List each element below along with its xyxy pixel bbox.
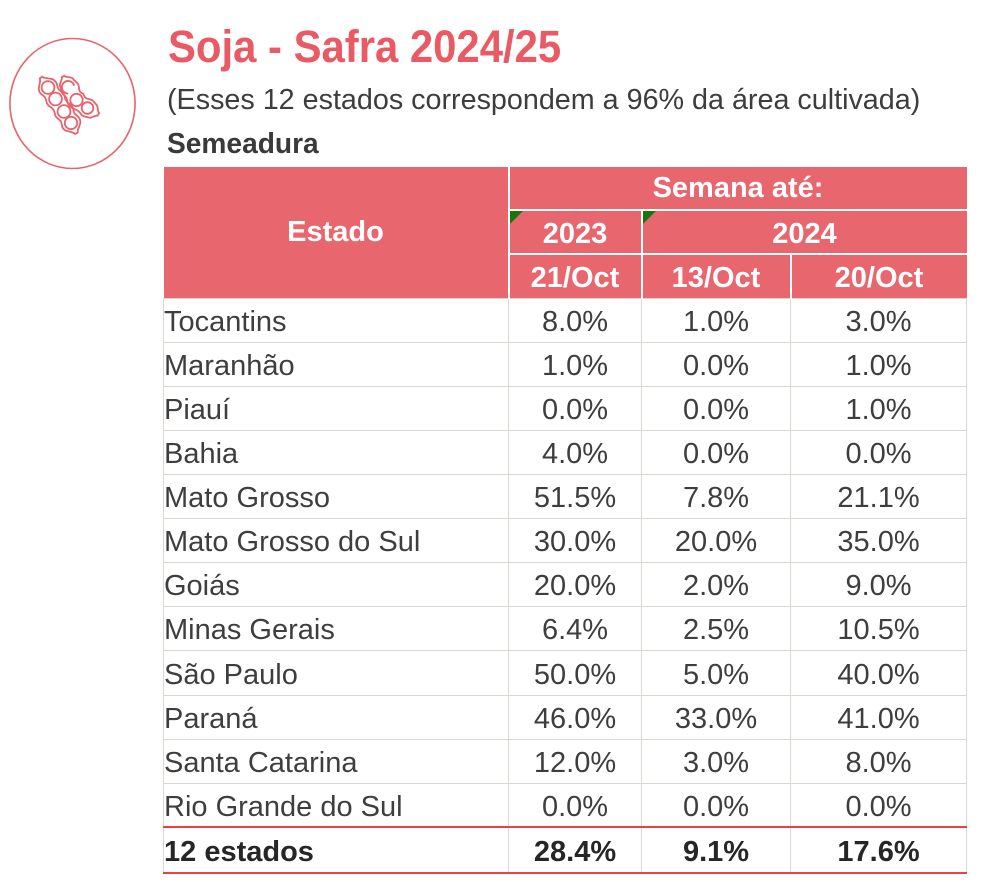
- estado-cell: Mato Grosso do Sul: [163, 517, 509, 563]
- value-cell: 50.0%: [508, 649, 642, 696]
- value-cell: 3.0%: [789, 297, 968, 343]
- estado-cell: Bahia: [163, 429, 509, 475]
- estado-cell: São Paulo: [163, 649, 509, 696]
- value-cell: 0.0%: [789, 429, 968, 475]
- total-row: 12 estados 28.4% 9.1% 17.6%: [163, 826, 968, 874]
- estado-cell: Rio Grande do Sul: [163, 782, 509, 828]
- error-triangle-icon: [642, 211, 656, 224]
- value-cell: 0.0%: [641, 385, 791, 431]
- table-row: Tocantins 8.0% 1.0% 3.0%: [163, 297, 968, 343]
- estado-cell: Mato Grosso: [163, 473, 509, 519]
- column-header-13-oct: 13/Oct: [641, 254, 792, 298]
- table-row: Mato Grosso do Sul 30.0% 20.0% 35.0%: [163, 517, 968, 563]
- value-cell: 7.8%: [641, 473, 791, 519]
- table-row: Maranhão 1.0% 0.0% 1.0%: [163, 341, 968, 387]
- value-cell: 8.0%: [508, 297, 642, 343]
- value-cell: 46.0%: [508, 694, 642, 740]
- value-cell: 51.5%: [508, 473, 642, 519]
- column-header-semana-ate: Semana até:: [508, 167, 967, 211]
- value-cell: 30.0%: [508, 517, 642, 563]
- semeadura-table: Estado Semana até: 2023 2024 21/Oct 13/O…: [163, 167, 968, 874]
- column-header-20-oct: 20/Oct: [790, 254, 967, 298]
- table-row: Santa Catarina 12.0% 3.0% 8.0%: [163, 738, 968, 784]
- table-row: Mato Grosso 51.5% 7.8% 21.1%: [163, 473, 968, 519]
- value-cell: 2.5%: [641, 605, 791, 651]
- value-cell: 0.0%: [508, 782, 642, 828]
- page-subtitle: (Esses 12 estados correspondem a 96% da …: [167, 84, 921, 116]
- value-cell: 9.0%: [789, 561, 968, 607]
- value-cell: 2.0%: [641, 561, 791, 607]
- value-cell: 20.0%: [508, 561, 642, 607]
- table-row: Minas Gerais 6.4% 2.5% 10.5%: [163, 605, 968, 651]
- total-value-cell: 28.4%: [508, 826, 642, 874]
- value-cell: 1.0%: [508, 341, 642, 387]
- value-cell: 40.0%: [789, 649, 968, 696]
- value-cell: 4.0%: [508, 429, 642, 475]
- value-cell: 1.0%: [789, 341, 968, 387]
- estado-cell: Tocantins: [163, 297, 509, 343]
- estado-cell: Santa Catarina: [163, 738, 509, 784]
- section-label-semeadura: Semeadura: [167, 128, 319, 160]
- table-row: Paraná 46.0% 33.0% 41.0%: [163, 694, 968, 740]
- value-cell: 0.0%: [789, 782, 968, 828]
- table-row: Bahia 4.0% 0.0% 0.0%: [163, 429, 968, 475]
- estado-cell: Piauí: [163, 385, 509, 431]
- soybean-pods-icon: [9, 37, 136, 170]
- total-value-cell: 17.6%: [789, 826, 968, 874]
- estado-cell: Paraná: [163, 694, 509, 740]
- column-header-2024: 2024: [641, 210, 967, 255]
- value-cell: 35.0%: [789, 517, 968, 563]
- value-cell: 0.0%: [641, 341, 791, 387]
- value-cell: 33.0%: [641, 694, 791, 740]
- value-cell: 10.5%: [789, 605, 968, 651]
- value-cell: 12.0%: [508, 738, 642, 784]
- value-cell: 20.0%: [641, 517, 791, 563]
- total-label-cell: 12 estados: [163, 826, 509, 874]
- table-row: Piauí 0.0% 0.0% 1.0%: [163, 385, 968, 431]
- total-value-cell: 9.1%: [641, 826, 791, 874]
- column-header-estado: Estado: [163, 167, 510, 298]
- value-cell: 3.0%: [641, 738, 791, 784]
- value-cell: 0.0%: [641, 782, 791, 828]
- value-cell: 1.0%: [641, 297, 791, 343]
- estado-cell: Maranhão: [163, 341, 509, 387]
- estado-cell: Minas Gerais: [163, 605, 509, 651]
- value-cell: 41.0%: [789, 694, 968, 740]
- table-row: Rio Grande do Sul 0.0% 0.0% 0.0%: [163, 782, 968, 828]
- error-triangle-icon: [509, 211, 523, 224]
- value-cell: 0.0%: [641, 429, 791, 475]
- page-title: Soja - Safra 2024/25: [168, 21, 562, 72]
- estado-cell: Goiás: [163, 561, 509, 607]
- column-header-21-oct: 21/Oct: [508, 254, 643, 298]
- value-cell: 8.0%: [789, 738, 968, 784]
- table-row: Goiás 20.0% 2.0% 9.0%: [163, 561, 968, 607]
- value-cell: 21.1%: [789, 473, 968, 519]
- value-cell: 0.0%: [508, 385, 642, 431]
- value-cell: 1.0%: [789, 385, 968, 431]
- table-row: São Paulo 50.0% 5.0% 40.0%: [163, 649, 968, 696]
- value-cell: 6.4%: [508, 605, 642, 651]
- column-header-2023: 2023: [508, 210, 643, 255]
- value-cell: 5.0%: [641, 649, 791, 696]
